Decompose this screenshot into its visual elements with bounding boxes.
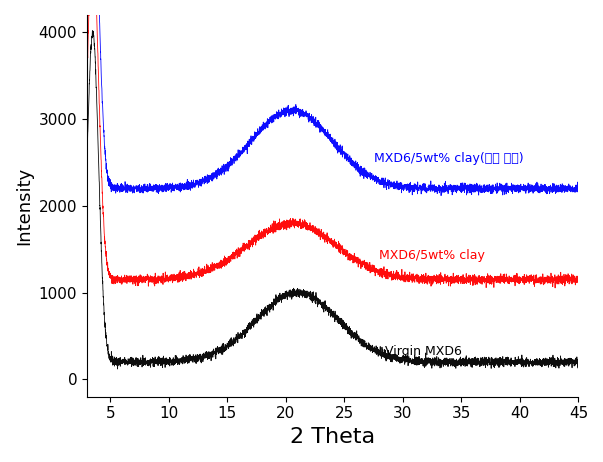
Text: MXD6/5wt% clay(신일 제작): MXD6/5wt% clay(신일 제작): [374, 152, 523, 164]
X-axis label: 2 Theta: 2 Theta: [290, 427, 375, 447]
Text: MXD6/5wt% clay: MXD6/5wt% clay: [379, 249, 485, 262]
Text: Virgin MXD6: Virgin MXD6: [385, 345, 462, 358]
Y-axis label: Intensity: Intensity: [15, 167, 33, 245]
